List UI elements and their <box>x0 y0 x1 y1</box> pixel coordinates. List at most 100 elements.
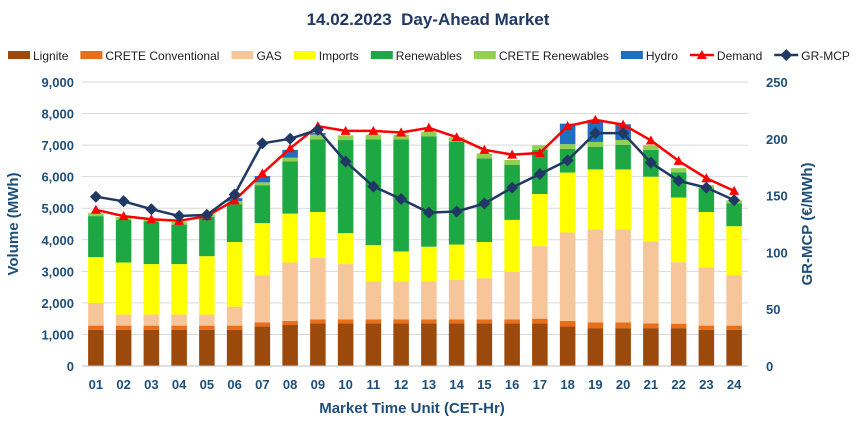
y2-tick-label: 0 <box>766 359 773 374</box>
line-point <box>673 155 684 165</box>
axes: 0 1,000 2,000 3,000 4,000 5,000 6,000 7,000 8,00… <box>41 75 787 392</box>
gridlines <box>82 81 748 335</box>
bar-segment <box>643 323 659 329</box>
bar-segment <box>643 145 659 150</box>
x-tick-label: 23 <box>699 377 713 392</box>
line-point <box>423 122 434 132</box>
x-tick-label: 18 <box>560 377 574 392</box>
line-point <box>146 214 157 224</box>
x-tick-label: 24 <box>727 377 742 392</box>
bar-segment <box>88 329 104 366</box>
bar-segment <box>226 241 243 307</box>
bar-segment <box>171 224 187 265</box>
bar-segment <box>199 256 215 315</box>
line-point <box>339 155 352 168</box>
y-tick-label: 7,000 <box>41 138 74 153</box>
y-tick-label: 2,000 <box>41 296 74 311</box>
line-point <box>257 168 268 178</box>
bar-segment <box>310 139 326 213</box>
bar-segment <box>226 325 243 330</box>
line-point <box>89 190 102 203</box>
y-tick-label: 6,000 <box>41 170 74 185</box>
bar-segment <box>171 329 187 366</box>
bar-segment <box>310 323 326 366</box>
bar-segment <box>115 314 132 326</box>
line-point <box>340 125 351 135</box>
bar-segment <box>504 159 520 165</box>
bar-segment <box>615 140 631 145</box>
bar-segment <box>698 267 715 326</box>
legend-label: Hydro <box>646 49 678 63</box>
y2-tick-label: 50 <box>766 302 780 317</box>
bar-segment <box>615 169 631 230</box>
bar-segment <box>670 323 687 329</box>
bar-segment <box>310 319 326 324</box>
y-tick-label: 9,000 <box>41 75 74 90</box>
bar-segment <box>698 329 715 366</box>
legend-swatch <box>8 51 30 59</box>
line-point <box>200 208 213 221</box>
line-point <box>145 203 158 216</box>
legend-swatch <box>620 51 643 59</box>
bar-segment <box>199 325 215 330</box>
bar-segment <box>587 169 604 230</box>
bar-segment <box>282 149 298 158</box>
bar-segment <box>171 314 187 326</box>
bar-segment <box>143 329 160 366</box>
line-point <box>617 127 630 140</box>
bar-segment <box>115 219 132 263</box>
bar-segment <box>587 322 604 329</box>
legend-swatch <box>370 51 393 59</box>
line-point <box>478 197 491 210</box>
bar-segment <box>88 216 104 258</box>
y-axis-label: Volume (MWh) <box>5 172 22 275</box>
legend-label: Demand <box>717 49 762 63</box>
bar-segment <box>171 264 187 315</box>
line-point <box>422 206 435 219</box>
bar-segment <box>504 271 520 320</box>
line-point <box>562 121 573 131</box>
bar-segment <box>643 328 659 366</box>
legend-label: Lignite <box>33 49 69 63</box>
x-tick-label: 07 <box>255 377 269 392</box>
x-tick-label: 02 <box>116 377 130 392</box>
x-tick-label: 15 <box>477 377 491 392</box>
bar-segment <box>171 325 187 330</box>
x-tick-label: 08 <box>283 377 297 392</box>
bar-segment <box>643 176 659 242</box>
bar-segment <box>199 216 215 257</box>
bar-segment <box>670 262 687 324</box>
bar-segment <box>476 153 493 159</box>
bar-segment <box>615 322 631 329</box>
line-point <box>90 204 101 214</box>
bar-segment <box>282 262 298 321</box>
line-point <box>701 173 712 183</box>
bar-segment <box>559 232 576 321</box>
bar-segment <box>115 262 132 315</box>
line-point <box>395 193 408 206</box>
bar-segment <box>448 279 465 320</box>
x-tick-label: 17 <box>533 377 547 392</box>
x-tick-label: 01 <box>89 377 103 392</box>
bar-segment <box>504 323 520 366</box>
y2-tick-label: 250 <box>766 75 788 90</box>
line-point <box>450 205 463 218</box>
bar-segment <box>254 322 271 327</box>
bar-segment <box>254 326 271 366</box>
y-tick-label: 4,000 <box>41 233 74 248</box>
legend: Lignite CRETE Conventional GAS Imports Renew… <box>8 49 850 63</box>
bar-segment <box>226 306 243 326</box>
series-line <box>95 118 735 223</box>
x-tick-label: 16 <box>505 377 519 392</box>
bar-segment <box>254 176 271 183</box>
bar-segment <box>310 257 326 320</box>
line-point <box>728 194 741 207</box>
bar-segment <box>393 281 409 320</box>
bar-segment <box>726 325 742 330</box>
bar-segment <box>88 213 104 217</box>
bar-segment <box>393 323 409 366</box>
line-point <box>506 181 519 194</box>
line-point <box>285 143 296 153</box>
bar-segment <box>365 245 382 282</box>
bar-segment <box>421 131 437 137</box>
